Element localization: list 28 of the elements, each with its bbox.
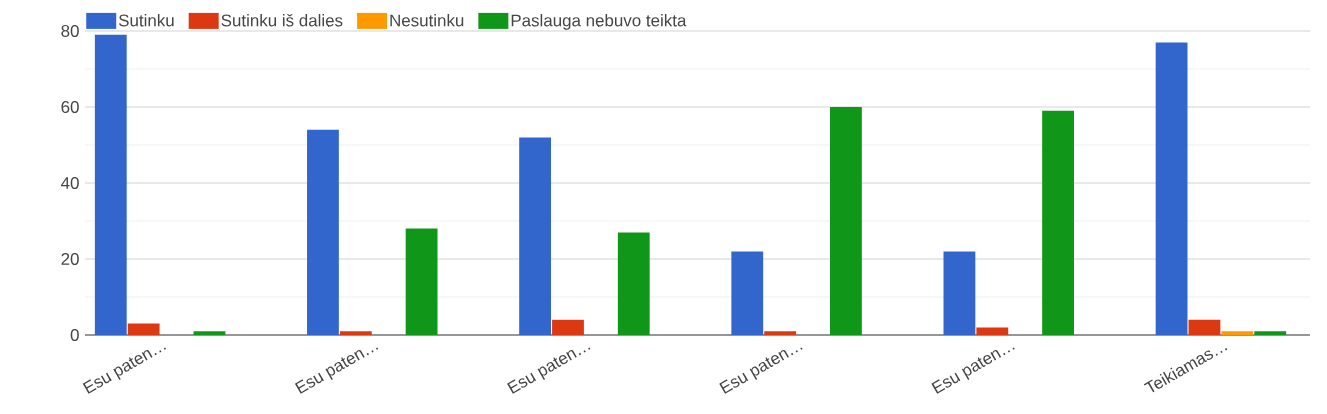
bar [519, 137, 552, 335]
y-tick-label: 40 [61, 177, 79, 189]
bar [552, 319, 584, 335]
bar [1221, 331, 1254, 335]
y-tick-label: 60 [61, 101, 79, 113]
bar [764, 331, 797, 335]
y-tick-label: 0 [70, 329, 79, 341]
bar [830, 107, 862, 335]
bar [405, 228, 438, 335]
bar [1254, 331, 1287, 335]
bar [1042, 110, 1074, 335]
bar [1188, 319, 1221, 335]
legend-label: Sutinku iš dalies [221, 13, 343, 27]
bar [731, 251, 764, 335]
legend-label: Paslauga nebuvo teikta [511, 14, 687, 30]
legend-label: Nesutinku [390, 14, 464, 27]
bar [94, 34, 127, 335]
bar [307, 129, 339, 335]
y-tick-label: 80 [61, 25, 79, 37]
bar [193, 331, 226, 335]
bar [976, 327, 1009, 335]
bar [1155, 42, 1188, 335]
legend-label: Sutinku [118, 14, 174, 27]
bar [127, 323, 160, 335]
y-tick-label: 20 [61, 253, 79, 265]
bar [617, 232, 650, 335]
bar [339, 331, 372, 335]
bar [943, 251, 976, 335]
